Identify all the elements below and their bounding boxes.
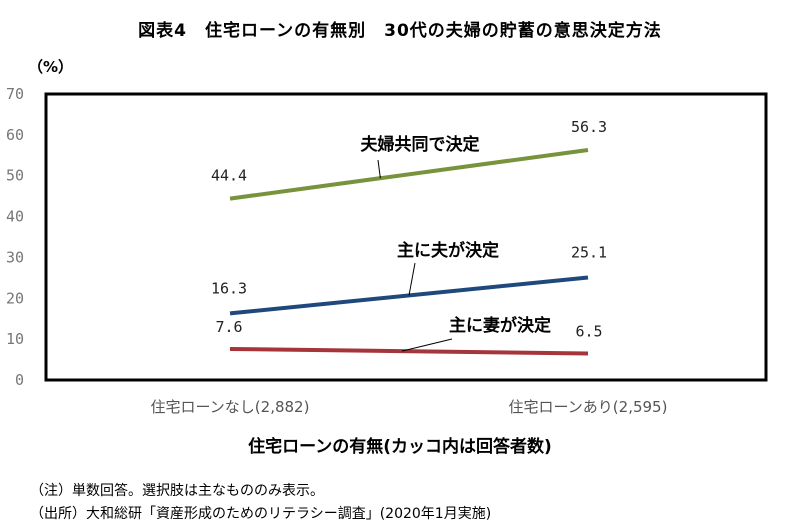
series-leader-line: [401, 338, 453, 352]
plot-area-frame: [44, 92, 768, 382]
y-tick-label: 20: [6, 289, 24, 307]
series-label: 夫婦共同で決定: [361, 134, 480, 155]
data-label: 44.4: [211, 167, 247, 185]
y-tick-label: 50: [6, 167, 24, 185]
series-leader-line: [408, 262, 416, 296]
y-tick-label: 70: [6, 85, 24, 103]
series-label: 主に夫が決定: [397, 240, 499, 261]
x-tick-label: 住宅ローンなし(2,882): [151, 398, 310, 416]
y-tick-label: 40: [6, 208, 24, 226]
series-label: 主に妻が決定: [449, 315, 551, 336]
y-tick-label: 0: [15, 371, 24, 389]
data-label: 16.3: [211, 279, 247, 297]
series-leader-line: [377, 159, 381, 179]
y-axis-unit: （%）: [28, 58, 74, 76]
y-tick-label: 10: [6, 330, 24, 348]
x-axis-label: 住宅ローンの有無(カッコ内は回答者数): [248, 437, 552, 457]
series-line: [229, 147, 589, 201]
x-tick-label: 住宅ローンあり(2,595): [509, 398, 668, 416]
data-label: 6.5: [575, 322, 602, 340]
data-label: 7.6: [215, 318, 242, 336]
footnote-note: （注）単数回答。選択肢は主なもののみ表示。: [30, 483, 324, 499]
series-line: [229, 346, 589, 356]
chart-title: 図表4 住宅ローンの有無別 30代の夫婦の貯蓄の意思決定方法: [138, 21, 662, 41]
data-label: 56.3: [571, 118, 607, 136]
footnote-source: （出所）大和総研「資産形成のためのリテラシー調査」(2020年1月実施): [30, 506, 492, 522]
data-label: 25.1: [571, 243, 607, 261]
y-tick-label: 60: [6, 126, 24, 144]
y-tick-label: 30: [6, 248, 24, 266]
